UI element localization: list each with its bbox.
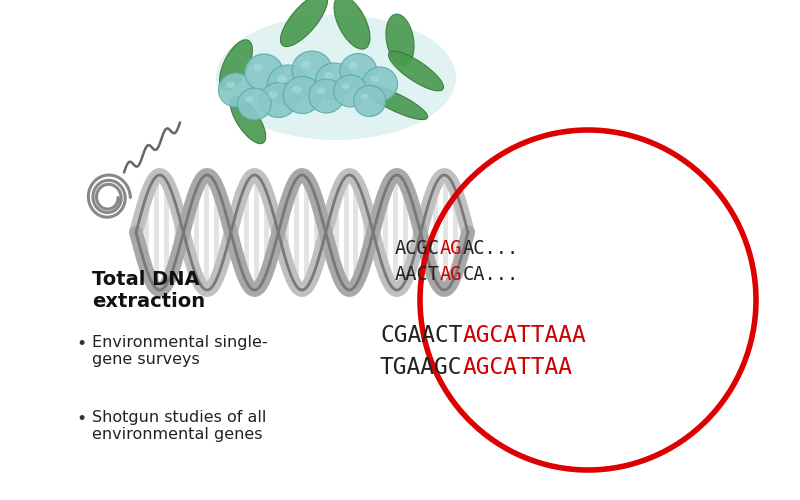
Ellipse shape <box>245 54 283 91</box>
Text: AACT: AACT <box>395 266 440 284</box>
Ellipse shape <box>315 63 354 99</box>
Ellipse shape <box>386 14 414 66</box>
Ellipse shape <box>292 86 302 93</box>
Ellipse shape <box>334 75 367 107</box>
Text: AGCATTAA: AGCATTAA <box>462 356 573 380</box>
Ellipse shape <box>254 63 263 70</box>
Ellipse shape <box>268 91 278 98</box>
Ellipse shape <box>361 93 369 100</box>
Ellipse shape <box>260 82 297 118</box>
Text: AG: AG <box>440 238 462 258</box>
Ellipse shape <box>354 86 386 116</box>
Ellipse shape <box>341 83 350 89</box>
Text: •: • <box>76 410 86 428</box>
Ellipse shape <box>334 0 370 49</box>
Ellipse shape <box>277 75 287 83</box>
Ellipse shape <box>238 88 271 120</box>
Ellipse shape <box>216 15 456 140</box>
Text: •: • <box>76 335 86 353</box>
Ellipse shape <box>370 76 379 82</box>
Ellipse shape <box>301 60 311 68</box>
Ellipse shape <box>281 0 327 46</box>
Ellipse shape <box>267 65 309 105</box>
Ellipse shape <box>362 67 398 101</box>
Text: CA...: CA... <box>462 266 518 284</box>
Ellipse shape <box>317 88 326 94</box>
Text: TGAAGC: TGAAGC <box>380 356 462 380</box>
Ellipse shape <box>226 82 235 88</box>
Ellipse shape <box>365 86 427 119</box>
Text: Shotgun studies of all
environmental genes: Shotgun studies of all environmental gen… <box>92 410 266 442</box>
Ellipse shape <box>245 96 254 102</box>
Ellipse shape <box>218 73 254 107</box>
Ellipse shape <box>220 40 252 90</box>
Ellipse shape <box>324 72 334 79</box>
Ellipse shape <box>309 79 344 113</box>
Ellipse shape <box>283 76 322 114</box>
Text: Environmental single-
gene surveys: Environmental single- gene surveys <box>92 335 268 368</box>
Text: ACGC: ACGC <box>395 238 440 258</box>
Text: AGCATTAAA: AGCATTAAA <box>462 324 586 346</box>
Ellipse shape <box>292 51 332 89</box>
Text: AC...: AC... <box>462 238 518 258</box>
Text: Total DNA
extraction: Total DNA extraction <box>92 270 205 311</box>
Ellipse shape <box>340 54 377 88</box>
Ellipse shape <box>230 96 266 144</box>
Ellipse shape <box>348 62 358 70</box>
Ellipse shape <box>389 51 443 91</box>
Text: AG: AG <box>440 266 462 284</box>
Text: CGAACT: CGAACT <box>380 324 462 346</box>
